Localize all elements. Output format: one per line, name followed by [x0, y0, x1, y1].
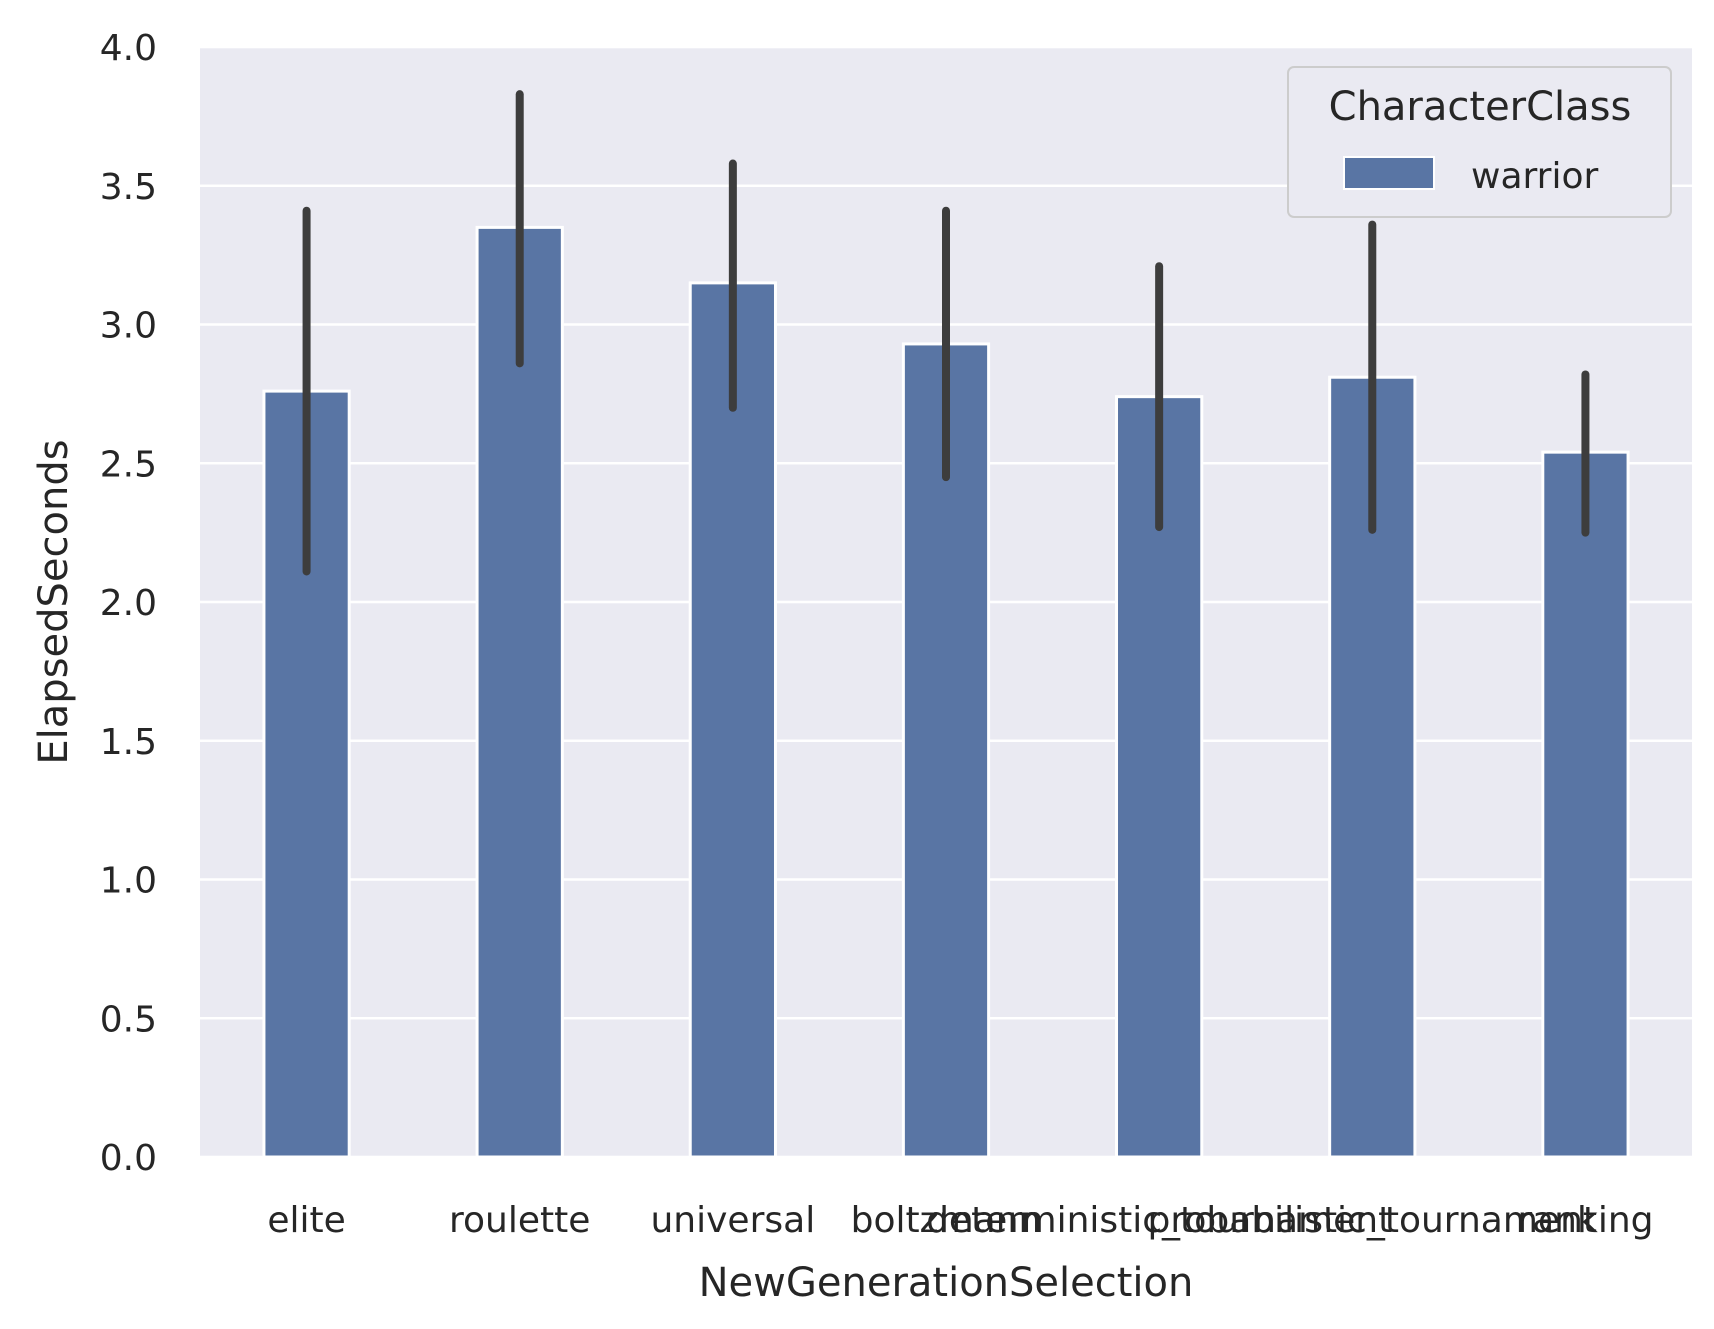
- y-tick-labels: 0.0 0.5 1.0 1.5 2.0 2.5 3.0 3.5 4.0: [100, 28, 157, 1179]
- legend-title: CharacterClass: [1329, 84, 1632, 130]
- x-tick-label: probabilistic_tournament: [1148, 1200, 1597, 1241]
- x-tick-labels: elite roulette universal boltzmanndetermini…: [267, 1200, 1653, 1241]
- legend-swatch: [1343, 156, 1435, 190]
- x-tick-label: boltzmann: [851, 1200, 1042, 1241]
- x-tick-label: universal: [650, 1200, 815, 1241]
- legend: CharacterClass warrior: [1287, 66, 1672, 218]
- y-tick-label: 0.0: [100, 1138, 157, 1179]
- y-tick-label: 2.0: [100, 583, 157, 624]
- bar-ranking: [1541, 450, 1630, 1159]
- x-axis-title: NewGenerationSelection: [699, 1260, 1194, 1306]
- x-tick-label: roulette: [449, 1200, 590, 1241]
- bar-universal: [688, 281, 777, 1159]
- y-tick-label: 3.5: [100, 167, 157, 208]
- x-tick-label: ranking: [1517, 1200, 1653, 1241]
- error-bars: [302, 90, 1590, 576]
- y-tick-label: 1.5: [100, 722, 157, 763]
- x-tick-label: elite: [267, 1200, 345, 1241]
- y-tick-label: 1.0: [100, 861, 157, 902]
- y-axis-title: ElapsedSeconds: [31, 439, 77, 764]
- y-tick-label: 3.0: [100, 306, 157, 347]
- y-tick-label: 0.5: [100, 999, 157, 1040]
- y-tick-label: 4.0: [100, 28, 157, 69]
- legend-entry-warrior: warrior: [1471, 156, 1599, 197]
- x-tick-label: deterministic_tournament: [926, 1200, 1392, 1241]
- y-tick-label: 2.5: [100, 444, 157, 485]
